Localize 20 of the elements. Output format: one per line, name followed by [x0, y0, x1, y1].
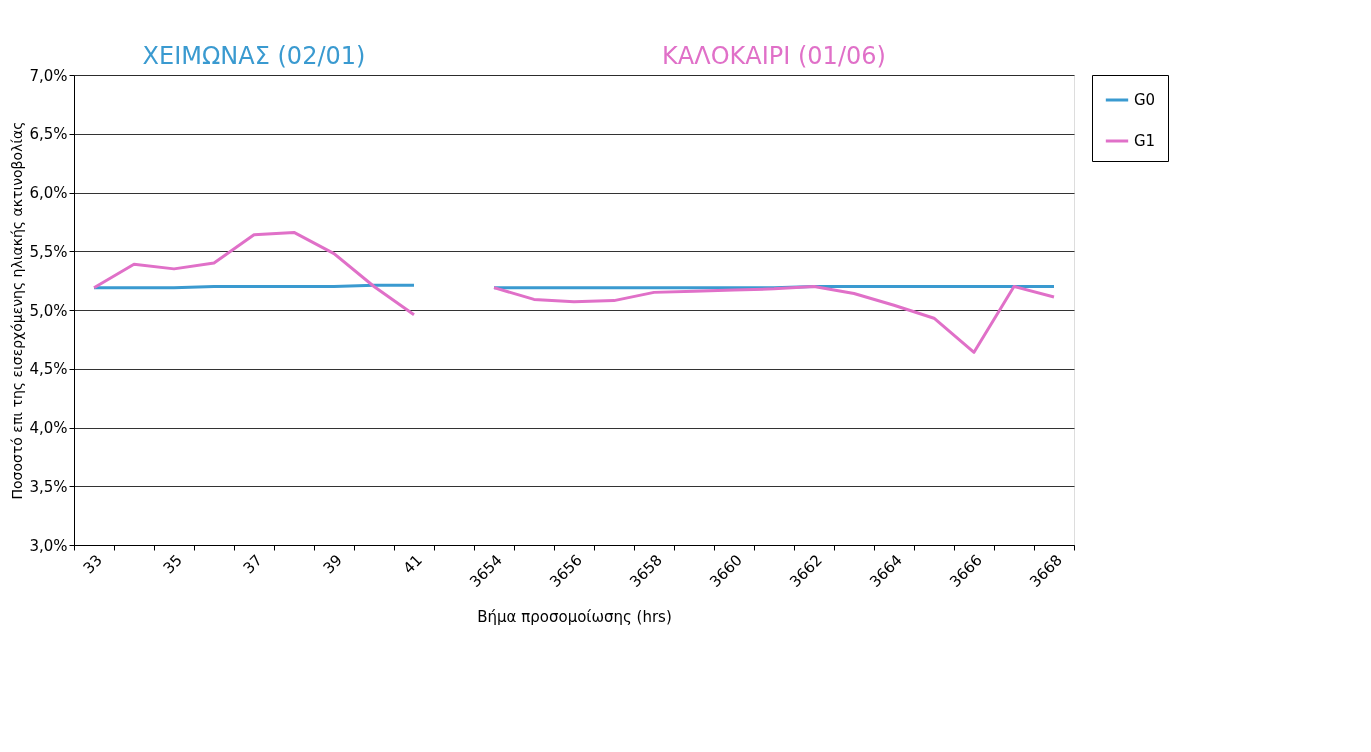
text: ΧΕΙΜΩΝΑΣ (02/01) — [142, 42, 366, 70]
x-tick-label: 37 — [239, 551, 266, 578]
x-tick-label: 39 — [319, 551, 346, 578]
text: ΚΑΛΟΚΑΙΡΙ (01/06) — [662, 42, 886, 70]
y-tick-label: 6,5% — [29, 125, 68, 144]
y-tick-label: 3,5% — [29, 477, 68, 496]
y-axis-title: Ποσοστό επι της εισερχόμενης ηλιακής ακτινοβολίας — [9, 121, 26, 500]
y-tick-label: 4,0% — [29, 419, 68, 437]
legend-label: G1 — [1134, 132, 1156, 150]
x-tick-label: 33 — [79, 551, 106, 578]
legend-label: G0 — [1134, 91, 1156, 109]
x-tick-label: 35 — [159, 551, 186, 578]
x-axis-title: Βήμα προσομοίωσης (hrs) — [477, 608, 672, 627]
y-tick-label: 3,0% — [29, 536, 68, 555]
x-tick-label: 41 — [399, 551, 426, 578]
y-tick-label: 4,5% — [29, 360, 68, 379]
y-tick-label: 5,0% — [29, 301, 68, 320]
y-tick-label: 5,5% — [29, 242, 68, 261]
y-tick-label: 7,0% — [29, 66, 68, 85]
y-tick-label: 6,0% — [29, 184, 68, 202]
